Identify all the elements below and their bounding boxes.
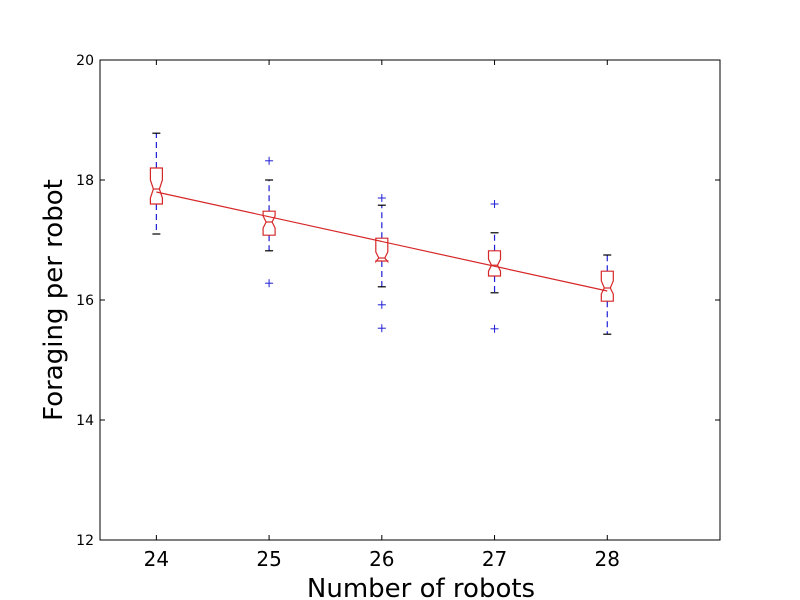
x-tick-label: 25: [256, 547, 281, 571]
outlier-point: [490, 200, 499, 208]
x-tick-label: 24: [144, 547, 169, 571]
x-tick-label: 26: [369, 547, 394, 571]
outlier-point: [377, 194, 386, 202]
y-axis-label: Foraging per robot: [39, 179, 69, 421]
x-axis-label: Number of robots: [307, 574, 535, 600]
outlier-point: [377, 300, 386, 309]
y-tick-label: 12: [76, 533, 94, 549]
outlier-point: [377, 324, 386, 333]
y-tick-label: 16: [76, 293, 94, 309]
notched-box: [600, 270, 614, 302]
outlier-point: [490, 324, 499, 333]
box-24: [149, 132, 163, 235]
axis-ticks: 12 14 16 18 20 24 25 26 27 28: [76, 53, 720, 571]
notched-box: [149, 167, 163, 205]
plot-area: [149, 132, 614, 335]
outlier-point: [265, 156, 274, 165]
notched-box: [262, 210, 276, 236]
box-25: [262, 156, 276, 288]
x-tick-label: 28: [595, 547, 620, 571]
y-tick-label: 14: [76, 413, 94, 429]
box-26: [375, 194, 389, 333]
x-tick-label: 27: [482, 547, 507, 571]
y-tick-label: 18: [76, 173, 94, 189]
notched-box: [487, 250, 502, 277]
axes-frame: [99, 59, 721, 541]
y-tick-label: 20: [76, 53, 94, 69]
trend-line: [156, 191, 608, 292]
outlier-point: [265, 279, 274, 288]
box-28: [600, 254, 614, 335]
notched-box: [375, 237, 389, 264]
